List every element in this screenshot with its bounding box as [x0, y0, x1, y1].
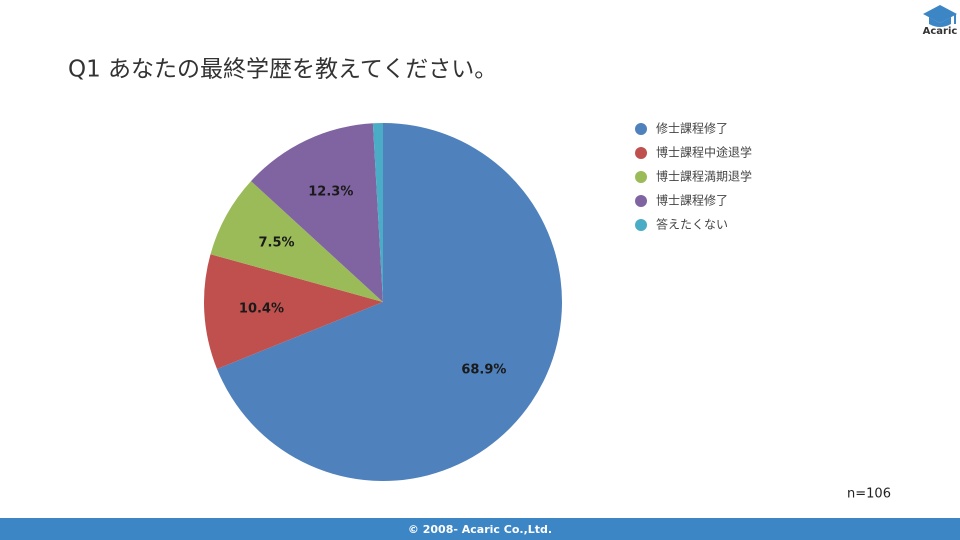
pie-slice: [372, 123, 383, 302]
legend-marker: [635, 123, 647, 135]
legend-label: 修士課程修了: [656, 121, 728, 136]
pie-slice: [216, 123, 563, 482]
data-label: 10.4%: [239, 301, 284, 316]
legend-marker: [635, 219, 647, 231]
data-label: 12.3%: [308, 185, 353, 200]
footer-bar: [0, 518, 960, 540]
pie-slice: [210, 181, 383, 302]
legend-marker: [635, 147, 647, 159]
chart-title: Q1 あなたの最終学歴を教えてください。: [68, 57, 497, 83]
legend-marker: [635, 171, 647, 183]
data-label: 68.9%: [461, 363, 506, 378]
legend-label: 博士課程中途退学: [656, 145, 752, 160]
annotation: n=106: [847, 487, 891, 502]
pie-slice: [250, 123, 383, 302]
legend-marker: [635, 195, 647, 207]
legend-label: 博士課程満期退学: [656, 169, 752, 184]
legend-label: 答えたくない: [656, 217, 728, 232]
legend-label: 博士課程修了: [656, 193, 728, 208]
pie-slice: [203, 254, 383, 369]
data-label: 7.5%: [258, 236, 294, 251]
logo-text: Acaric: [923, 26, 958, 37]
footer-text: © 2008- Acaric Co.,Ltd.: [408, 523, 552, 536]
logo-icon: [923, 5, 957, 27]
